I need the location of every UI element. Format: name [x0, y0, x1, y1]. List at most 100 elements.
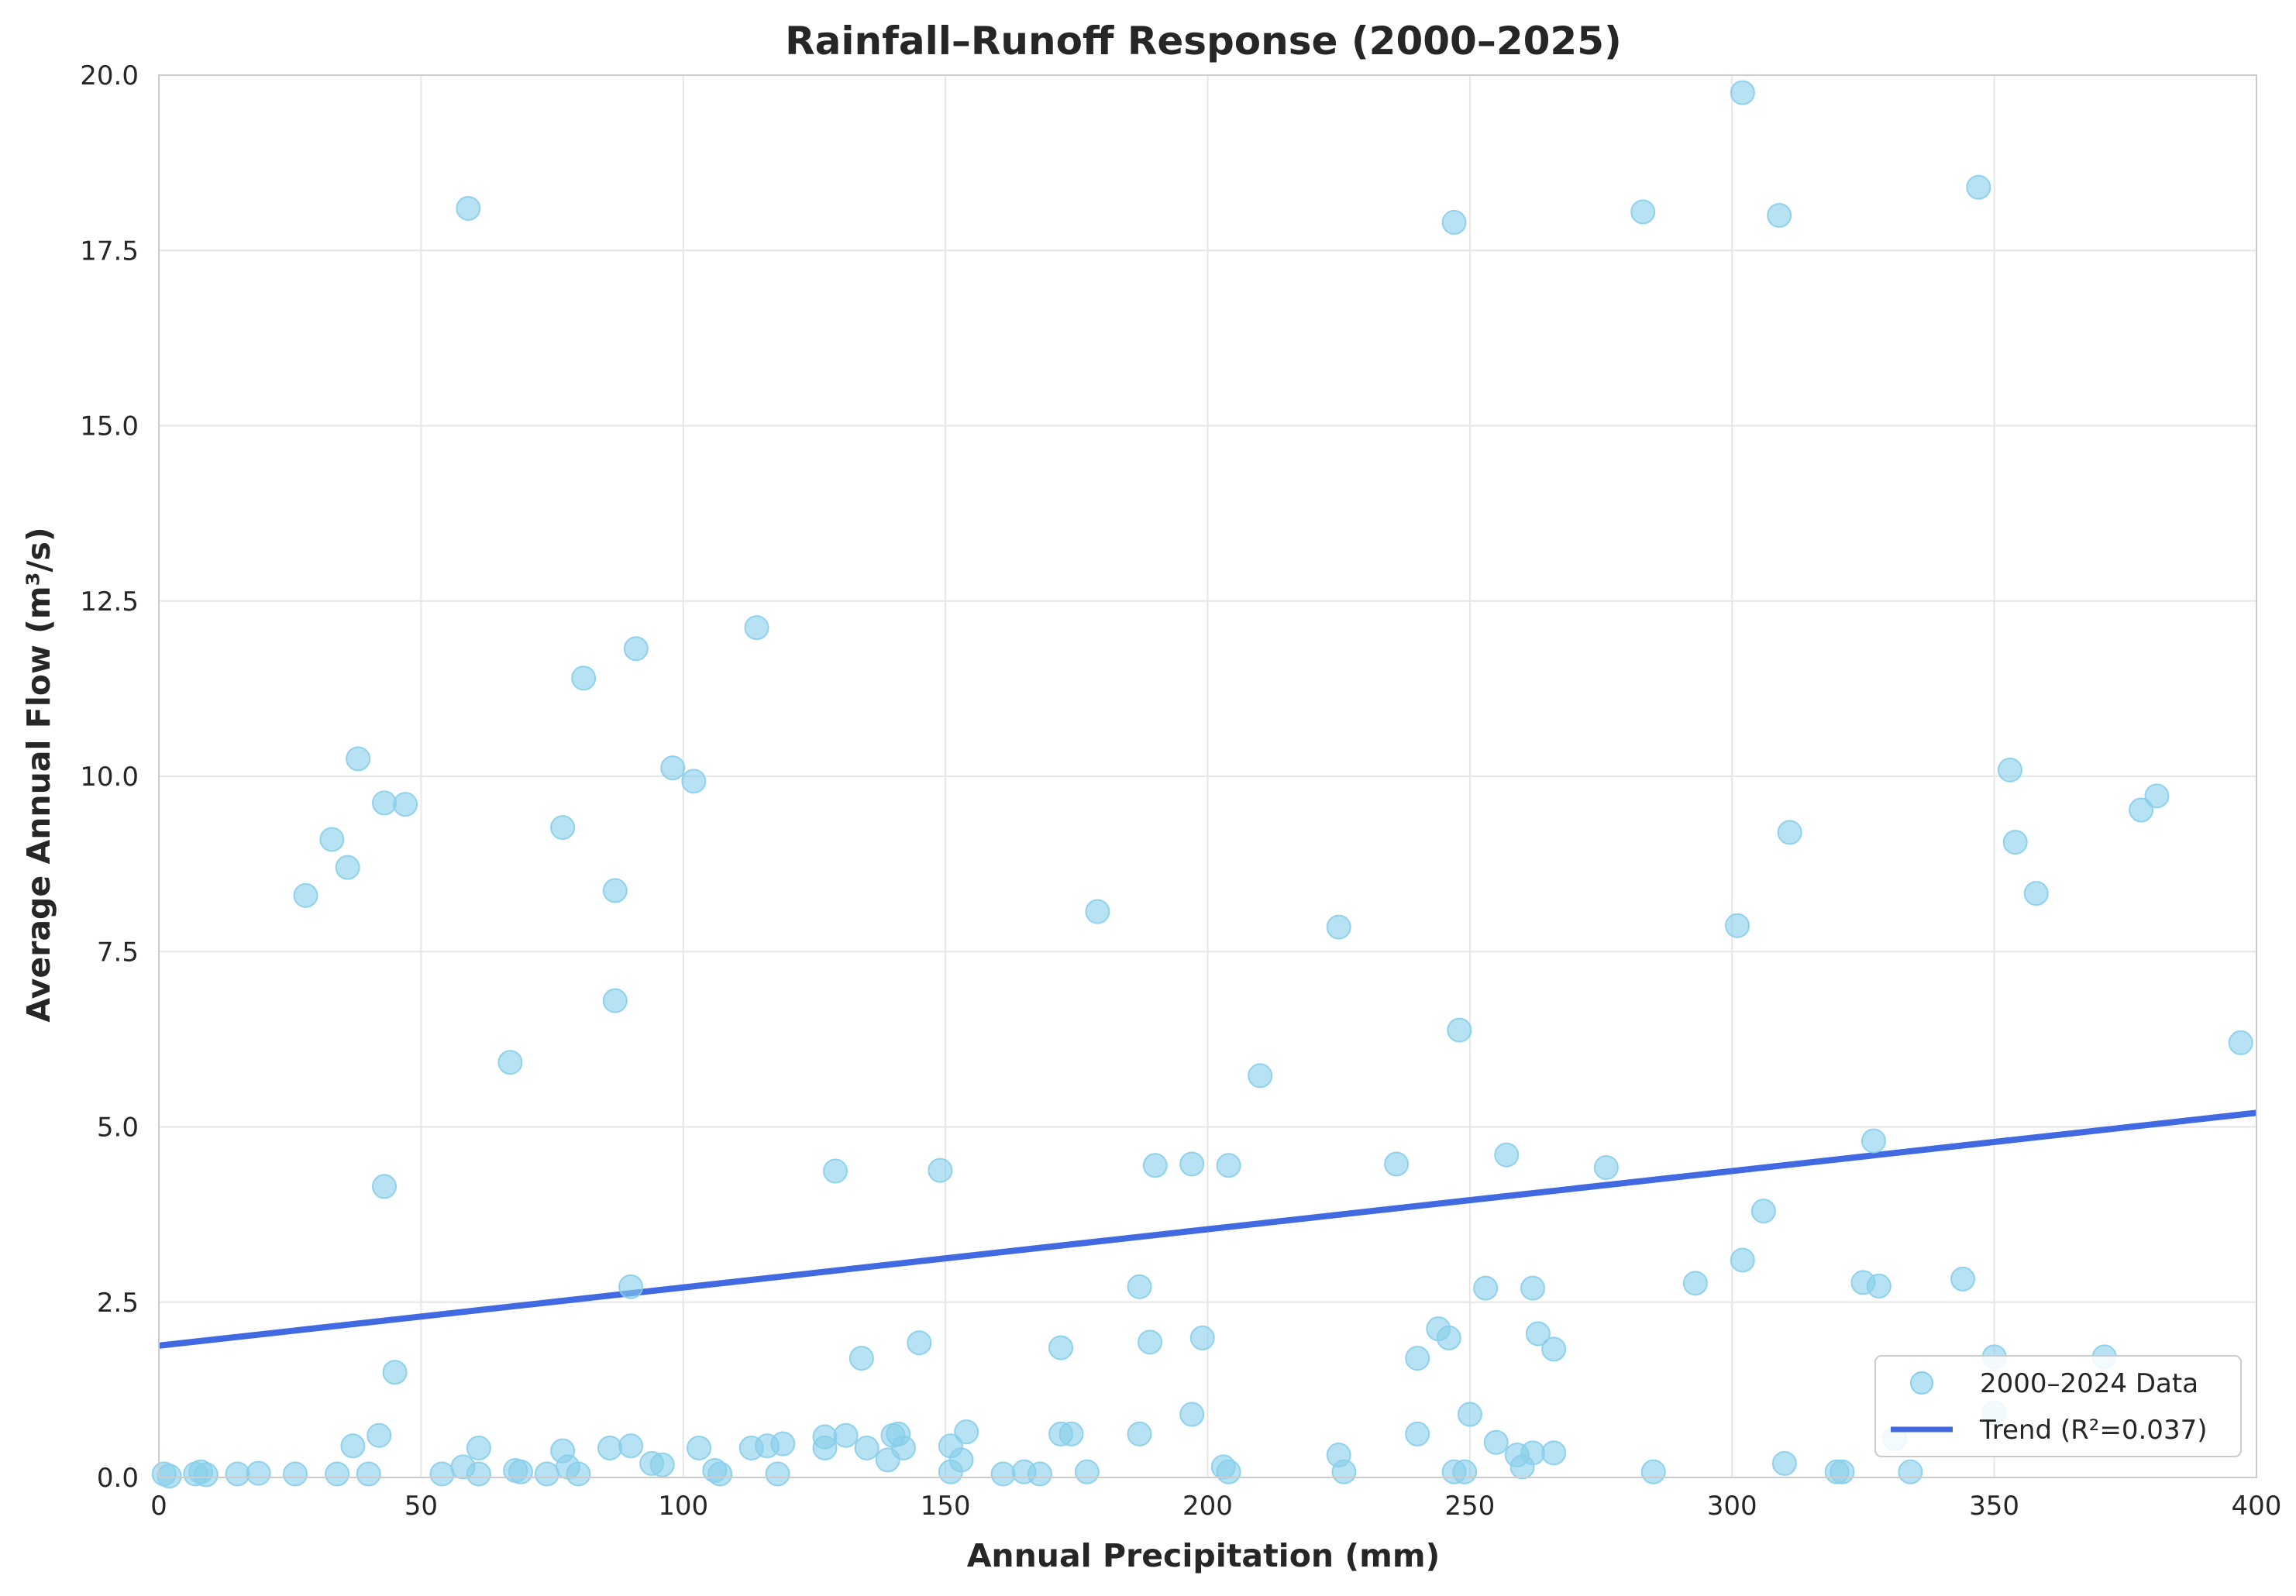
- data-point: [225, 1461, 250, 1487]
- data-point: [319, 827, 345, 852]
- x-tick-label: 300: [1707, 1491, 1757, 1522]
- legend-box: [1874, 1355, 2242, 1457]
- data-point: [1771, 1450, 1797, 1476]
- data-point: [618, 1274, 644, 1299]
- data-point: [849, 1346, 874, 1371]
- data-point: [325, 1461, 350, 1487]
- data-point: [833, 1422, 859, 1448]
- data-point: [1898, 1459, 1923, 1484]
- data-point: [890, 1435, 916, 1460]
- data-point: [1138, 1329, 1163, 1355]
- data-point: [660, 755, 686, 781]
- data-point: [1520, 1275, 1546, 1301]
- data-point: [1452, 1459, 1478, 1484]
- data-point: [1085, 899, 1110, 924]
- data-point: [1216, 1459, 1241, 1484]
- data-point: [765, 1461, 790, 1487]
- data-point: [1997, 757, 2022, 783]
- x-tick-label: 250: [1444, 1491, 1495, 1522]
- data-point: [566, 1461, 591, 1487]
- y-tick-label: 7.5: [97, 937, 139, 968]
- data-point: [1966, 174, 1991, 200]
- legend-label-trend: Trend (R²=0.037): [1979, 1415, 2207, 1446]
- data-point: [1179, 1151, 1205, 1177]
- y-tick-label: 20.0: [80, 60, 139, 91]
- data-point: [1682, 1271, 1708, 1296]
- data-point: [466, 1461, 491, 1487]
- trend-line: [158, 1109, 2257, 1349]
- data-point: [367, 1422, 392, 1448]
- data-point: [1179, 1402, 1205, 1427]
- data-point: [597, 1435, 623, 1460]
- data-point: [1730, 1247, 1755, 1273]
- legend-marker-data: [1910, 1371, 1933, 1395]
- x-tick-label: 50: [404, 1491, 438, 1522]
- data-point: [1777, 820, 1802, 845]
- y-tick-label: 0.0: [97, 1463, 139, 1494]
- data-point: [1326, 914, 1351, 940]
- x-tick-label: 200: [1182, 1491, 1233, 1522]
- legend: 2000–2024 Data Trend (R²=0.037): [1874, 1355, 2242, 1457]
- data-point: [2129, 797, 2154, 823]
- data-point: [1441, 210, 1467, 236]
- data-point: [1074, 1459, 1100, 1484]
- data-point: [1384, 1151, 1410, 1177]
- data-point: [1767, 203, 1792, 228]
- y-tick-label: 5.0: [97, 1113, 139, 1144]
- data-point: [1189, 1325, 1215, 1350]
- data-point: [602, 988, 628, 1013]
- data-point: [1405, 1346, 1430, 1371]
- data-point: [466, 1435, 491, 1460]
- data-point: [649, 1452, 675, 1477]
- data-point: [928, 1157, 953, 1183]
- x-tick-label: 150: [921, 1491, 971, 1522]
- data-point: [687, 1435, 712, 1460]
- data-point: [1830, 1459, 1855, 1484]
- data-point: [1630, 199, 1656, 225]
- data-point: [193, 1462, 219, 1488]
- x-tick-label: 350: [1969, 1491, 2019, 1522]
- data-point: [429, 1461, 455, 1487]
- data-point: [1866, 1273, 1892, 1298]
- data-point: [246, 1460, 271, 1486]
- data-point: [948, 1447, 974, 1473]
- data-point: [823, 1158, 849, 1184]
- data-point: [372, 790, 398, 816]
- data-point: [1725, 913, 1750, 938]
- data-point: [1127, 1421, 1152, 1446]
- y-tick-label: 17.5: [80, 236, 139, 267]
- data-point: [770, 1431, 796, 1457]
- data-point: [990, 1461, 1016, 1487]
- x-tick-label: 100: [658, 1491, 708, 1522]
- data-point: [456, 195, 481, 221]
- y-tick-label: 2.5: [97, 1288, 139, 1319]
- data-point: [1520, 1440, 1546, 1466]
- data-point: [1541, 1440, 1567, 1466]
- data-point: [1525, 1321, 1551, 1347]
- data-point: [2002, 830, 2028, 855]
- y-axis-label: Average Annual Flow (m³/s): [20, 527, 57, 1022]
- data-point: [812, 1435, 838, 1460]
- data-point: [1405, 1421, 1430, 1446]
- data-point: [1861, 1128, 1886, 1154]
- data-point: [335, 855, 360, 880]
- y-tick-label: 12.5: [80, 586, 139, 617]
- data-point: [1048, 1335, 1074, 1360]
- data-point: [1640, 1459, 1666, 1484]
- data-point: [550, 815, 576, 841]
- data-point: [1950, 1266, 1976, 1292]
- y-axis-ticks: 0.0 2.5 5.0 7.5 10.0 12.5 15.0 17.5 20.0: [80, 60, 139, 1494]
- data-point: [1127, 1274, 1152, 1299]
- data-point: [1483, 1429, 1509, 1455]
- data-point: [681, 769, 707, 794]
- data-point: [382, 1360, 408, 1385]
- data-point: [1447, 1017, 1472, 1043]
- data-point: [157, 1464, 182, 1489]
- data-point: [954, 1419, 979, 1445]
- legend-label-data: 2000–2024 Data: [1980, 1368, 2198, 1399]
- data-point: [346, 746, 371, 772]
- data-point: [508, 1459, 533, 1484]
- data-point: [707, 1461, 733, 1487]
- trend-layer: [158, 1109, 2257, 1349]
